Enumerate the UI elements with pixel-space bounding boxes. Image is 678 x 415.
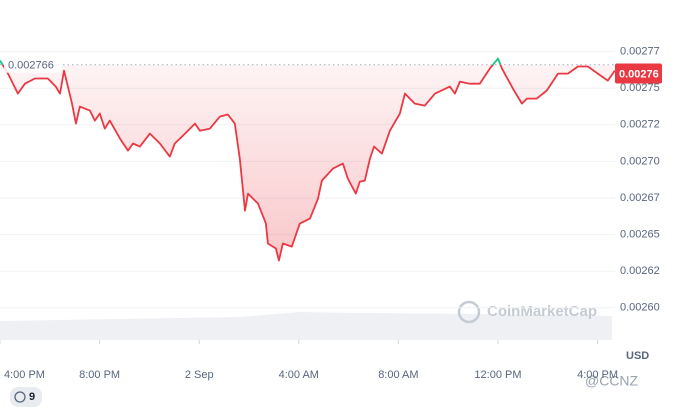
y-tick-label: 0.00277 <box>620 46 660 58</box>
price-line-up <box>0 57 502 65</box>
y-tick-label: 0.00265 <box>620 229 660 241</box>
y-unit: USD <box>626 350 649 362</box>
reference-label-bg <box>4 56 62 73</box>
watermark-text: CoinMarketCap <box>487 303 597 320</box>
reference-label: 0.002766 <box>8 60 54 72</box>
y-tick-label: 0.00272 <box>620 119 660 131</box>
clock-icon <box>14 391 26 403</box>
corner-watermark: @CCNZ <box>585 373 639 389</box>
volume-band <box>0 312 612 340</box>
y-tick-label: 0.00260 <box>620 302 660 314</box>
y-tick-label: 0.00270 <box>620 155 660 167</box>
y-tick-label: 0.00275 <box>620 82 660 94</box>
x-tick-label: 12:00 PM <box>474 369 521 381</box>
x-tick-label: 4:00 PM <box>577 369 618 381</box>
x-tick-label: 2 Sep <box>185 369 214 381</box>
price-line <box>1 64 615 262</box>
last-price-badge <box>615 63 662 84</box>
area <box>0 64 615 261</box>
x-tick-label: 4:00 PM <box>4 369 45 381</box>
footer-badge: 9 <box>29 391 35 403</box>
watermark: CoinMarketCap <box>457 300 597 324</box>
x-tick-label: 8:00 AM <box>378 369 418 381</box>
y-tick-label: 0.00267 <box>620 192 660 204</box>
y-tick-label: 0.00262 <box>620 265 660 277</box>
x-tick-label: 8:00 PM <box>79 369 120 381</box>
last-price-label: 0.00276 <box>619 68 659 80</box>
x-tick-label: 4:00 AM <box>279 369 319 381</box>
